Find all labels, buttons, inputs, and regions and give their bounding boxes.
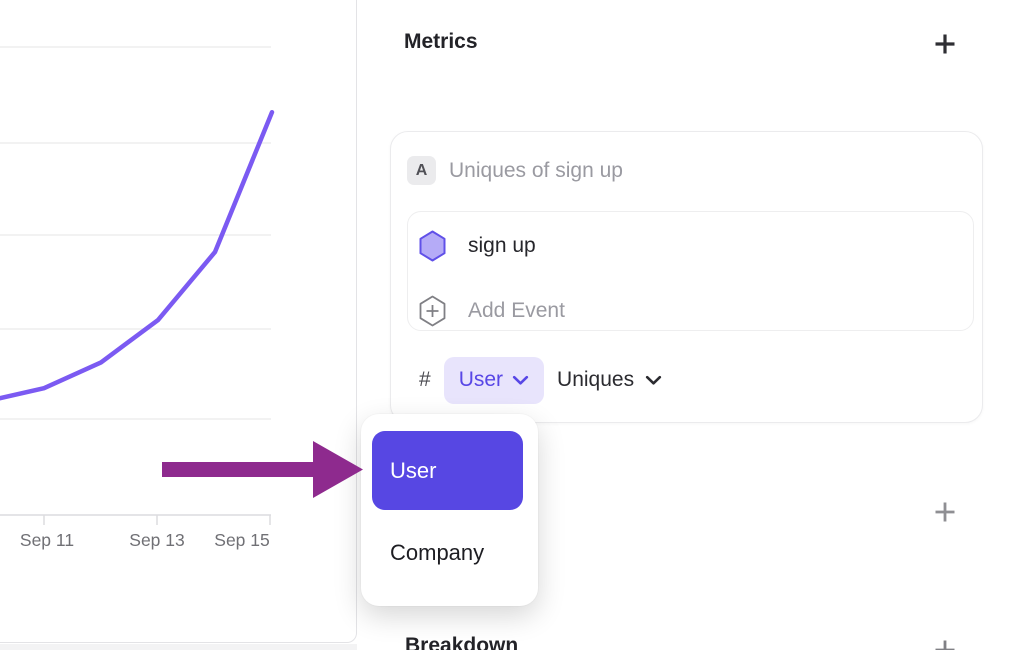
plus-icon [935,34,955,54]
add-filter-button[interactable] [933,500,957,524]
breakdown-section-title: Breakdown [405,634,519,650]
plus-icon [935,640,955,650]
events-box: sign up Add Event [407,211,974,331]
measure-row: # User Uniques [419,356,662,404]
x-tick-label: Sep 13 [129,530,184,550]
x-tick-label: Sep 11 [20,530,74,550]
metric-badge: A [407,156,436,185]
aggregation-dropdown-trigger[interactable]: Uniques [557,368,662,392]
aggregation-value: Uniques [557,368,635,391]
entity-value: User [458,368,504,391]
add-event-button[interactable]: Add Event [419,295,565,327]
dropdown-option-company[interactable]: Company [390,540,485,565]
chart-panel: Sep 11 Sep 13 Sep 15 [0,0,357,643]
entity-dropdown-trigger[interactable]: User [443,356,545,404]
metric-name-field[interactable]: Uniques of sign up [449,159,623,182]
chevron-down-icon [645,375,662,385]
event-name: sign up [468,234,536,257]
add-event-label: Add Event [468,299,565,322]
page-background-strip [0,644,357,650]
event-hexagon-icon [419,230,446,262]
event-row-sign-up[interactable]: sign up [419,230,536,262]
add-breakdown-button[interactable] [933,638,957,650]
add-event-hexagon-plus-icon [419,295,446,327]
metric-card: A Uniques of sign up sign up Add Event [390,131,983,423]
plus-icon [935,502,955,522]
chevron-down-icon [512,375,529,385]
signups-line-chart: Sep 11 Sep 13 Sep 15 [0,46,275,550]
dropdown-option-user[interactable]: User [372,431,523,510]
metrics-section-title: Metrics [404,30,478,53]
number-prefix: # [419,368,431,391]
entity-dropdown-menu: User Company [361,414,538,606]
x-tick-label: Sep 15 [214,530,269,550]
add-metric-button[interactable] [933,32,957,56]
